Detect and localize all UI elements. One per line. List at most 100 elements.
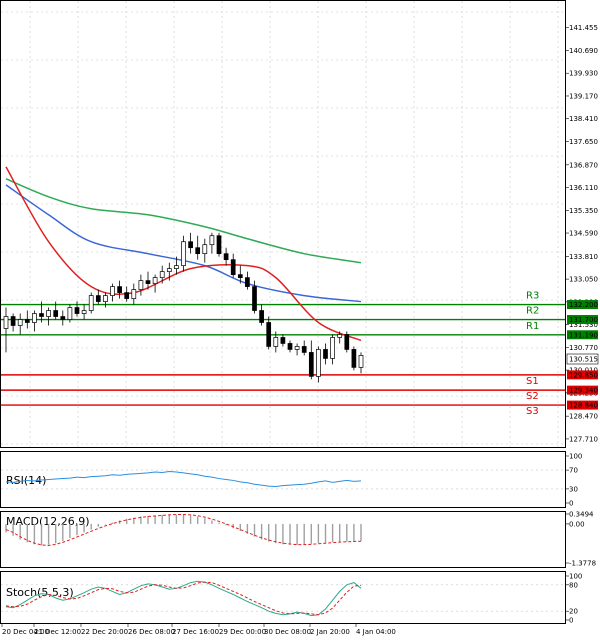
candle: [358, 352, 364, 374]
candle-body-down: [10, 316, 16, 326]
price-tick-label: 128.470: [569, 413, 598, 421]
time-tick-label: 21 Dec 12:00: [34, 628, 81, 636]
level-price-label: 132.200: [569, 301, 598, 309]
candle: [323, 343, 328, 365]
candle-body-down: [237, 274, 243, 278]
candle-body-down: [117, 286, 122, 293]
candle-body-down: [188, 241, 193, 249]
candle: [74, 301, 80, 317]
candle-body-up: [330, 337, 335, 359]
candle: [32, 310, 37, 332]
level-price-label: 129.340: [569, 387, 598, 395]
candle-body-up: [209, 235, 215, 246]
candle: [337, 331, 343, 344]
candle-body-down: [259, 310, 264, 323]
candle-body-up: [152, 277, 158, 284]
candle-body-down: [266, 322, 272, 347]
candle: [95, 289, 101, 305]
candle-body-down: [24, 319, 30, 323]
candle-body-up: [181, 241, 186, 266]
candle-body-up: [17, 319, 23, 326]
candle: [316, 346, 321, 383]
time-tick-label: 27 Dec 16:00: [172, 628, 219, 636]
indicator-tick-label: 0: [569, 617, 573, 625]
candle-body-down: [301, 346, 307, 353]
level-name-s1: S1: [526, 376, 539, 387]
price-tick-label: 140.690: [569, 47, 598, 55]
candle: [308, 340, 314, 380]
candle: [259, 304, 264, 326]
candle: [252, 280, 257, 314]
candle: [209, 232, 215, 254]
candle: [138, 274, 144, 296]
price-tick-label: 136.110: [569, 184, 598, 192]
level-name-r2: R2: [526, 306, 539, 317]
candle: [273, 331, 279, 353]
level-price-box: [567, 330, 598, 340]
candle: [81, 304, 87, 320]
candle: [103, 292, 108, 308]
rsi-panel-frame: [0, 451, 566, 508]
candle-body-up: [3, 316, 9, 329]
level-name-r3: R3: [526, 291, 539, 302]
candle: [53, 301, 59, 320]
candle: [46, 307, 51, 326]
candle-body-up: [166, 268, 172, 272]
candle: [216, 232, 222, 257]
candle-body-up: [316, 349, 321, 377]
candle: [110, 283, 115, 302]
candle: [330, 334, 335, 365]
indicator-tick-label: 0: [569, 500, 573, 508]
candle-body-up: [294, 346, 300, 350]
price-tick-label: 137.650: [569, 138, 598, 146]
indicator-tick-label: 20: [569, 608, 578, 616]
moving-averages: [5, 166, 362, 342]
candle: [266, 316, 272, 350]
candle-body-down: [95, 295, 101, 302]
candle: [131, 283, 137, 305]
macd-signal-line: [5, 514, 362, 546]
indicator-tick-label: 0.00: [569, 520, 585, 528]
candle: [124, 286, 130, 302]
time-tick-label: 29 Dec 00:00: [219, 628, 266, 636]
candle: [117, 280, 122, 299]
candle-body-up: [174, 265, 179, 269]
candle-body-down: [351, 349, 357, 368]
level-name-s2: S2: [526, 391, 539, 402]
rsi-panel: RSI(14): [1, 469, 565, 490]
candle: [39, 301, 44, 323]
indicator-tick-label: 100: [569, 573, 582, 581]
candle: [280, 334, 286, 347]
candle-body-up: [273, 337, 279, 347]
price-axis: 141.455 140.690 139.930 139.170 138.410 137.6…: [565, 24, 598, 443]
candle: [344, 331, 350, 353]
fast-ma-line: [5, 166, 362, 342]
time-tick-label: 22 Dec 20:00: [81, 628, 128, 636]
price-tick-label: 133.810: [569, 253, 598, 261]
level-price-label: 131.190: [569, 331, 598, 339]
level-price-box: [567, 400, 598, 410]
candle-body-up: [131, 289, 137, 299]
candle: [152, 274, 158, 293]
candle: [287, 340, 293, 353]
candle: [60, 310, 66, 326]
indicator-tick-label: 80: [569, 581, 578, 589]
candle-body-down: [145, 280, 151, 284]
candle-body-down: [60, 316, 66, 320]
candle-body-up: [358, 355, 364, 368]
candle-body-up: [202, 244, 208, 255]
candle: [24, 310, 30, 329]
stoch-label: Stoch(5,5,3): [6, 586, 74, 599]
price-tick-label: 135.350: [569, 207, 598, 215]
indicator-tick-label: -1.3778: [569, 560, 596, 568]
level-name-s3: S3: [526, 406, 539, 417]
price-tick-label: 134.590: [569, 230, 598, 238]
candle: [159, 265, 165, 284]
candle-body-up: [32, 313, 37, 323]
candle-body-up: [88, 295, 94, 311]
current-price-marker: 130.515: [566, 353, 599, 365]
current-price-box: [566, 353, 599, 365]
level-price-label: 129.850: [569, 371, 598, 379]
candle-body-up: [81, 310, 87, 314]
